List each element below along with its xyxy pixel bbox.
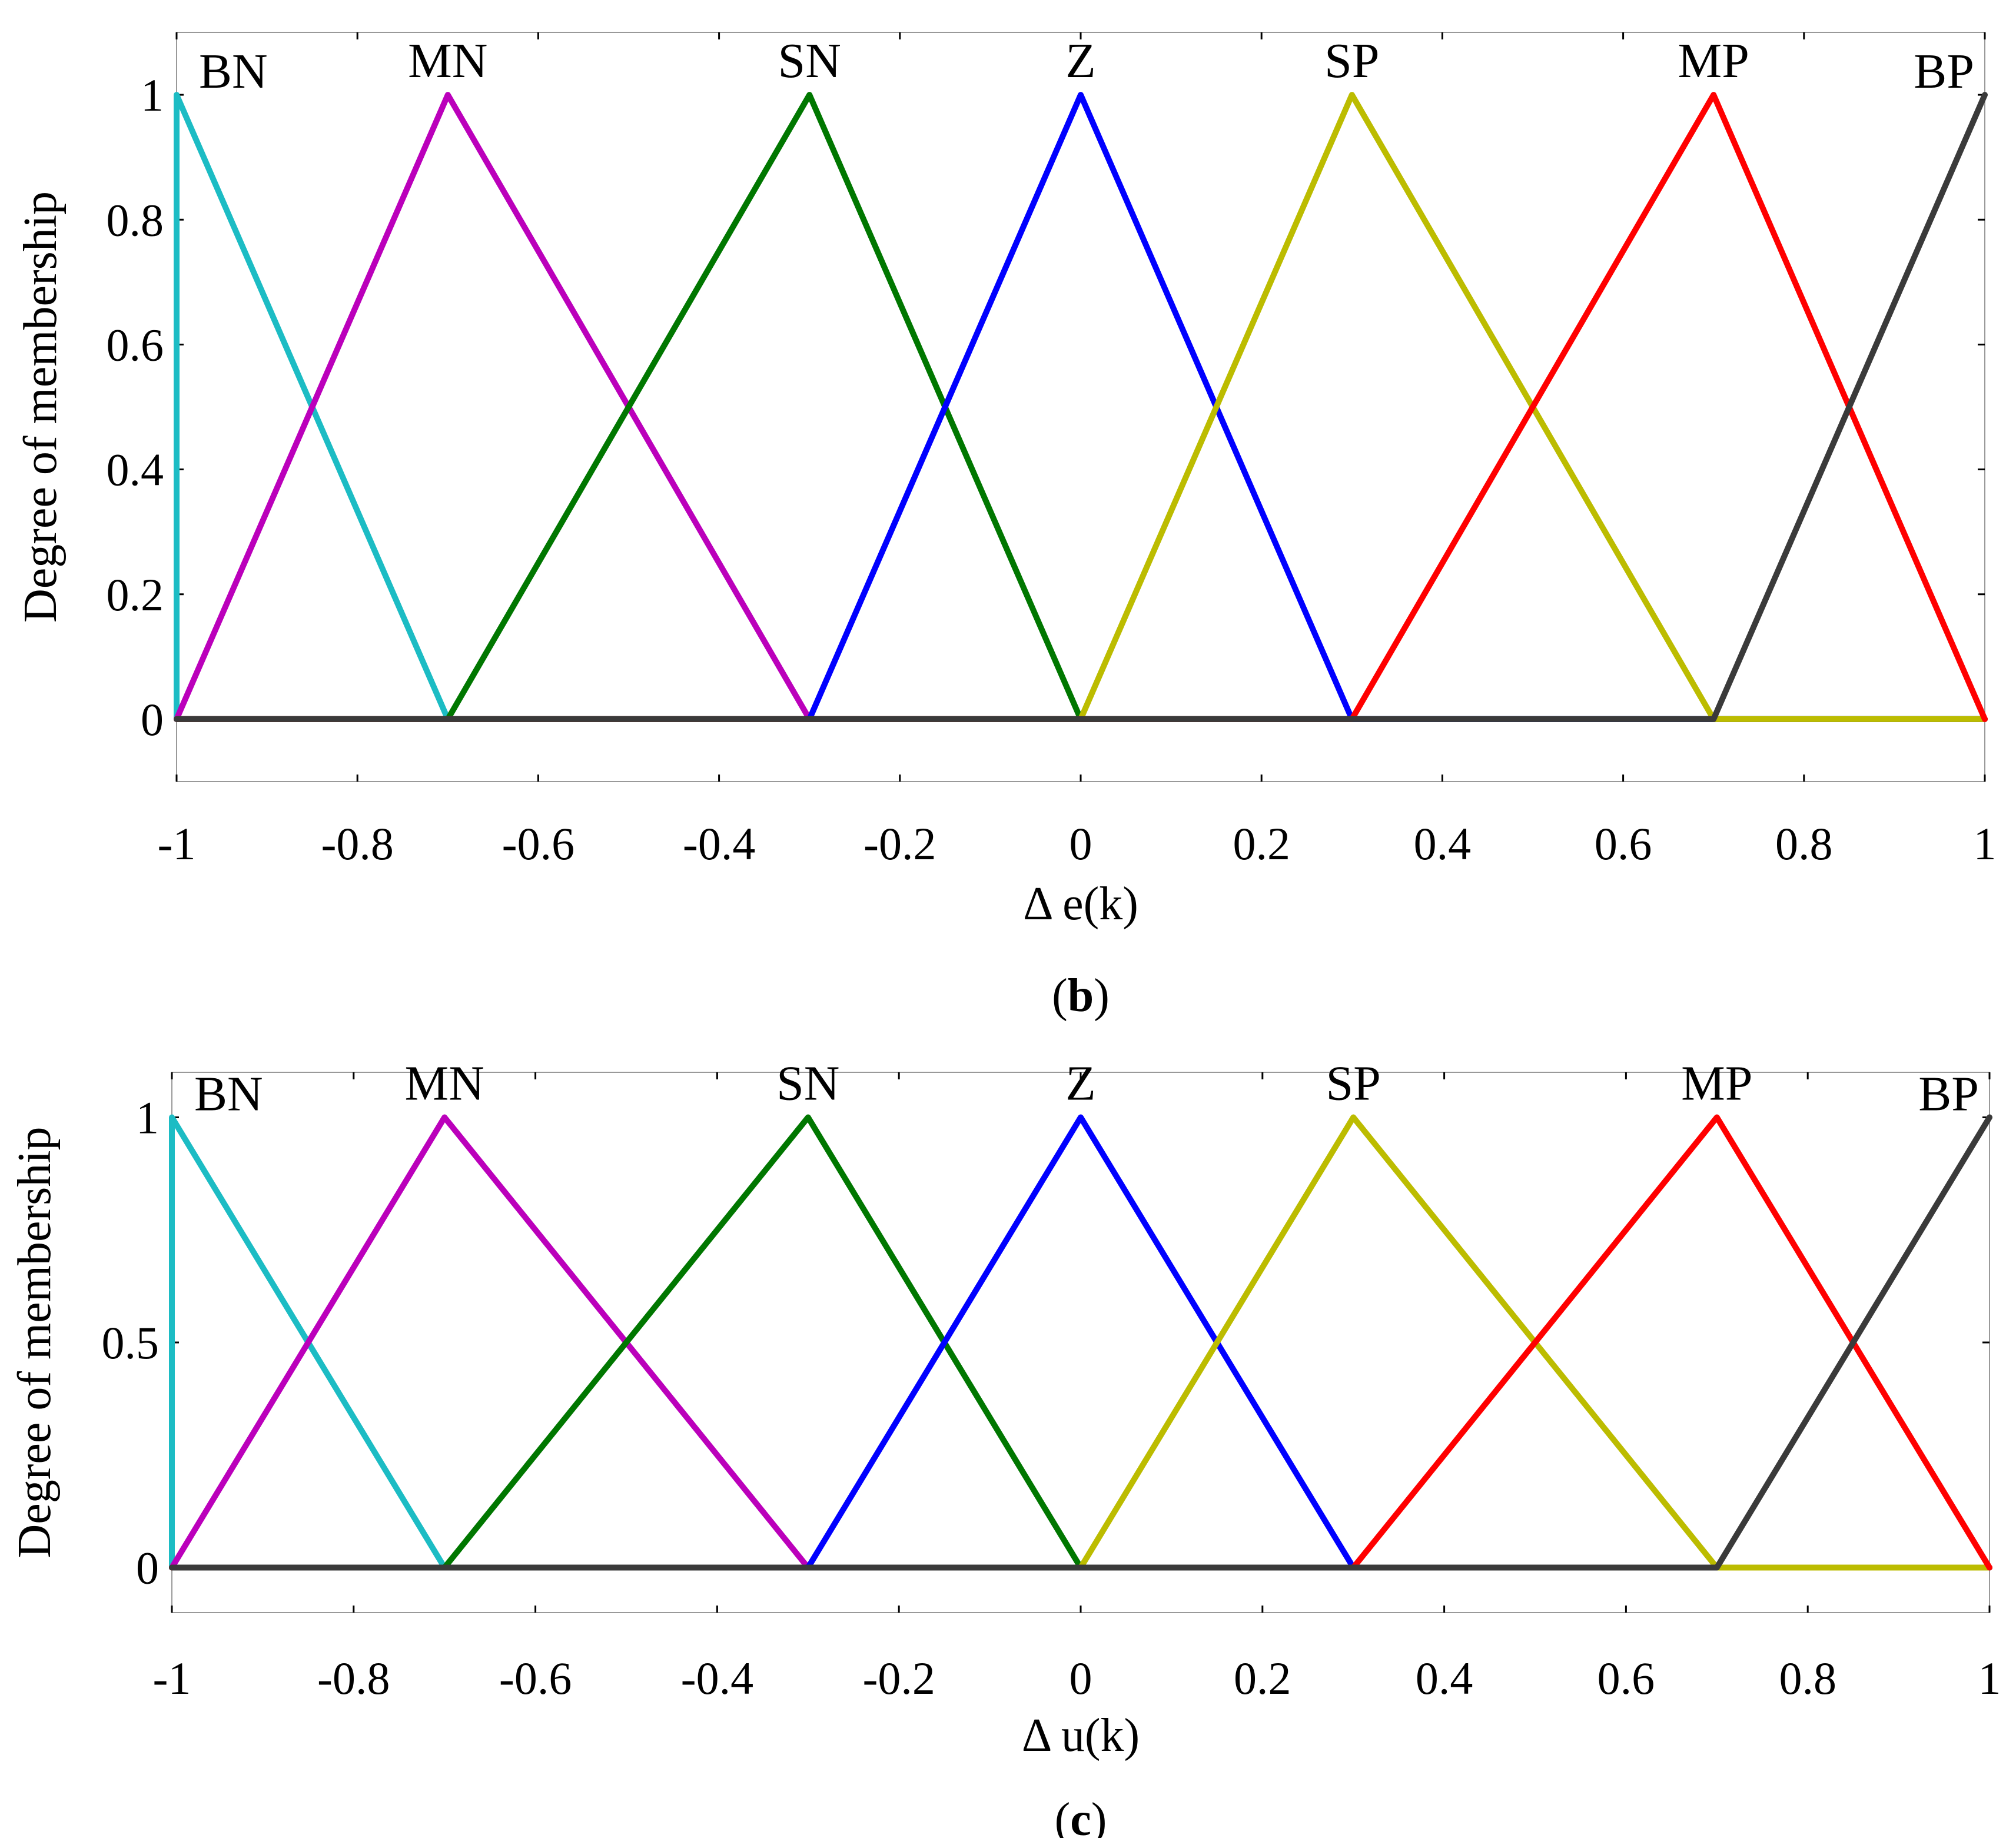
y-axis-label: Degree of membership [15,191,67,623]
series-line-sn [174,92,1988,722]
x-tick-label: -0.6 [502,818,574,869]
y-tick-label: 0.4 [107,444,164,496]
series-line-bp [169,1114,1992,1571]
series-name-bn: BN [199,44,268,99]
series-name-sp: SP [1324,34,1379,88]
series-name-mp: MP [1678,34,1749,88]
caption-letter: b [1068,970,1094,1022]
y-tick-label: 0.6 [107,319,164,370]
x-tick-label: -0.2 [863,818,936,869]
series-line-mn [169,1114,1992,1571]
x-tick-label: 0 [1070,818,1092,869]
caption-letter: c [1070,1794,1091,1838]
x-tick-label: -1 [153,1653,191,1704]
axes-box [176,32,1985,782]
series-name-mn: MN [405,1056,484,1111]
series-name-mp: MP [1681,1056,1752,1111]
panel-caption: (c) [1055,1794,1107,1838]
x-tick-label: 0.2 [1234,1653,1291,1704]
series-name-sn: SN [778,34,841,88]
x-tick-label: -0.4 [681,1653,753,1704]
series-line-sp [174,92,1988,722]
x-tick-label: 0.6 [1595,818,1652,869]
caption-open: ( [1055,1794,1071,1838]
series-line-sn [169,1114,1992,1571]
series-line-z [169,1114,1992,1571]
caption-close: ) [1091,1794,1107,1838]
series-name-mn: MN [408,34,487,88]
x-tick-label: 0.6 [1597,1653,1655,1704]
y-tick-label: 0.2 [107,569,164,620]
series-line-sp [169,1114,1992,1571]
series-line-bn [169,1114,1992,1571]
y-axis-label: Degree of membership [9,1126,61,1558]
x-tick-label: -0.8 [317,1653,390,1704]
caption-close: ) [1094,970,1110,1022]
panel-c: -1 -0.8 -0.6 -0.4 -0.2 0 0.2 0.4 0.6 0.8 1 0 0.5 1 Δ u… [9,1056,2001,1838]
x-tick-label: 0.8 [1779,1653,1836,1704]
x-tick-label: -1 [158,818,196,869]
y-tick-label: 0.5 [102,1317,160,1368]
series-name-bp: BP [1914,44,1974,99]
y-tick-label: 1 [136,1092,159,1144]
x-tick-label: 0.4 [1416,1653,1473,1704]
x-axis-label: Δ e(k) [1023,878,1138,930]
series-name-z: Z [1065,1056,1095,1111]
series-name-bp: BP [1918,1067,1979,1122]
x-tick-label: 0.2 [1233,818,1290,869]
x-tick-label: -0.2 [862,1653,935,1704]
series-line-mp [174,92,1988,722]
x-tick-label: -0.4 [683,818,755,869]
x-tick-label: -0.6 [499,1653,572,1704]
series-name-sn: SN [776,1056,839,1111]
panel-b: -1 -0.8 -0.6 -0.4 -0.2 0 0.2 0.4 0.6 0.8 1 0 0.2 0.4 0… [15,32,1997,1022]
x-tick-label: -0.8 [321,818,393,869]
series-line-mp [169,1114,1992,1571]
y-tick-label: 0 [136,1543,159,1594]
x-tick-label: 0.4 [1414,818,1472,869]
series-line-z [174,92,1988,722]
x-axis-label: Δ u(k) [1022,1710,1140,1761]
series-name-sp: SP [1326,1056,1380,1111]
axes-box [171,1072,1990,1613]
x-tick-label: 1 [1974,818,1997,869]
panel-caption: (b) [1052,970,1110,1022]
x-tick-label: 0 [1070,1653,1092,1704]
y-tick-label: 0.8 [107,194,164,245]
y-tick-label: 1 [141,69,164,121]
x-tick-label: 1 [1978,1653,2001,1704]
series-name-bn: BN [194,1067,263,1122]
x-tick-label: 0.8 [1775,818,1833,869]
series-name-z: Z [1065,34,1095,88]
series-line-bp [174,92,1988,722]
y-tick-label: 0 [141,694,164,745]
series-line-bn [174,92,1988,722]
series-line-mn [174,92,1988,722]
caption-open: ( [1052,970,1068,1022]
